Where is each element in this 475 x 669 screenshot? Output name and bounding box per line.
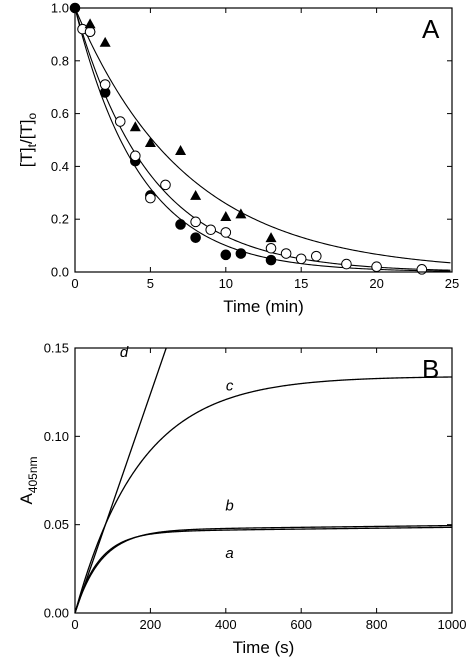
curve-label-a: a [225, 545, 233, 562]
data-point-triangle [265, 232, 277, 243]
fit-curve [74, 7, 451, 272]
data-point-triangle [190, 189, 202, 200]
curve-label-c: c [226, 377, 234, 394]
data-point-open-circle [84, 26, 96, 38]
data-point-open-circle [416, 264, 428, 275]
panel-a-y-tick-label: 1.0 [51, 1, 69, 16]
panel-b-traces [74, 347, 453, 614]
panel-b-frame [74, 347, 453, 614]
panel-b-y-tick-label: 0.15 [44, 341, 69, 356]
panel-a-x-tick-label: 5 [147, 276, 154, 291]
data-point-open-circle [145, 192, 156, 204]
data-point-triangle [144, 137, 156, 148]
panel-a-y-tick-label: 0.8 [51, 53, 69, 68]
panel-b-ticks: 0 200 400 600 800 1000 0.00 0.05 0.10 0.15 [44, 341, 467, 633]
panel-a-y-tick-label: 0.6 [51, 106, 69, 121]
panel-a-x-tick-label: 25 [445, 276, 459, 291]
trace-a [74, 526, 453, 614]
data-point-triangle [84, 18, 96, 29]
data-point-triangle [220, 211, 232, 221]
panel-a-y-title-mid: /[T] [17, 119, 36, 144]
data-point-open-circle [295, 253, 307, 265]
panel-b-y-tick-label: 0.05 [44, 517, 69, 532]
trace-c [74, 376, 453, 614]
panel-a-y-tick-label: 0.2 [51, 212, 69, 227]
panel-a-ticks: 0 5 10 15 20 25 0.0 0.2 0.4 0.6 0.8 1.0 [51, 1, 459, 292]
panel-b-y-tick-label: 0.00 [44, 606, 69, 621]
panel-b-x-tick-label: 400 [215, 617, 237, 632]
panel-b-x-tick-label: 800 [366, 617, 388, 632]
panel-b-x-tick-label: 600 [290, 617, 312, 632]
data-point-open-circle [310, 250, 322, 262]
panel-a-data-points [69, 2, 428, 275]
panel-b-x-tick-label: 0 [71, 617, 78, 632]
data-point-filled-circle [220, 249, 232, 261]
panel-b: 0 200 400 600 800 1000 0.00 0.05 0.10 0.15 a b c d B… [17, 341, 466, 658]
data-point-filled-circle [235, 248, 247, 259]
panel-a-x-tick-label: 10 [219, 276, 233, 291]
fit-curve [74, 7, 451, 271]
panel-b-y-title-sub: 405nm [26, 456, 40, 493]
panel-a-x-tick-label: 15 [294, 276, 308, 291]
data-point-open-circle [220, 227, 232, 238]
panel-a-x-tick-label: 20 [369, 276, 383, 291]
data-point-filled-circle [175, 219, 186, 230]
data-point-open-circle [205, 224, 217, 236]
panel-b-y-axis-title: A405nm [17, 456, 40, 504]
panel-a-y-title-main: [T] [17, 147, 36, 167]
panel-b-letter: B [422, 354, 439, 384]
curve-label-d: d [120, 344, 129, 361]
trace-b [74, 524, 453, 614]
panel-a-x-tick-label: 0 [71, 276, 78, 291]
panel-a-y-tick-label: 0.0 [51, 265, 69, 280]
panel-b-x-axis-title: Time (s) [233, 638, 295, 657]
data-point-open-circle [160, 179, 171, 191]
panel-b-y-title-main: A [17, 493, 36, 505]
data-point-triangle [99, 36, 111, 47]
data-point-open-circle [265, 242, 277, 254]
data-point-filled-circle [265, 254, 277, 266]
panel-b-curve-labels: a b c d [120, 344, 234, 562]
panel-a-fit-curves [74, 7, 451, 272]
panel-a: 0 5 10 15 20 25 0.0 0.2 0.4 0.6 0.8 1.0 A Time (min… [17, 1, 459, 317]
data-point-open-circle [190, 216, 201, 228]
data-point-open-circle [341, 258, 352, 270]
data-point-triangle [235, 208, 247, 219]
fit-curve [74, 7, 451, 264]
panel-a-y-title-sub1: t [25, 143, 39, 147]
panel-b-y-tick-label: 0.10 [44, 429, 69, 444]
panel-a-y-title-sub2: o [25, 112, 39, 119]
curve-label-b: b [225, 498, 233, 515]
data-point-filled-circle [190, 232, 201, 243]
data-point-open-circle [280, 248, 292, 259]
panel-b-x-tick-label: 1000 [438, 617, 467, 632]
panel-a-frame [74, 7, 453, 273]
panel-a-y-tick-label: 0.4 [51, 159, 69, 174]
data-point-triangle [129, 121, 141, 132]
data-point-open-circle [371, 261, 382, 273]
panel-a-y-axis-title: [T]t/[T]o [17, 112, 39, 167]
data-point-triangle [175, 145, 187, 155]
data-point-open-circle [99, 79, 111, 90]
data-point-open-circle [130, 150, 141, 162]
panel-a-x-axis-title: Time (min) [223, 297, 304, 316]
panel-b-x-tick-label: 200 [140, 617, 162, 632]
trace-d [74, 347, 167, 614]
data-point-open-circle [114, 116, 126, 127]
panel-a-letter: A [422, 14, 440, 44]
